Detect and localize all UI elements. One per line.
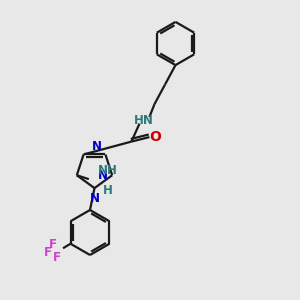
Text: F: F <box>52 251 60 264</box>
Text: HN: HN <box>134 114 153 127</box>
Text: N: N <box>92 140 101 153</box>
Text: O: O <box>149 130 161 144</box>
Text: F: F <box>49 238 56 251</box>
Text: F: F <box>44 246 51 259</box>
Text: NH: NH <box>98 164 118 177</box>
Text: H: H <box>103 184 113 197</box>
Text: N: N <box>89 192 100 205</box>
Text: N: N <box>98 169 108 182</box>
